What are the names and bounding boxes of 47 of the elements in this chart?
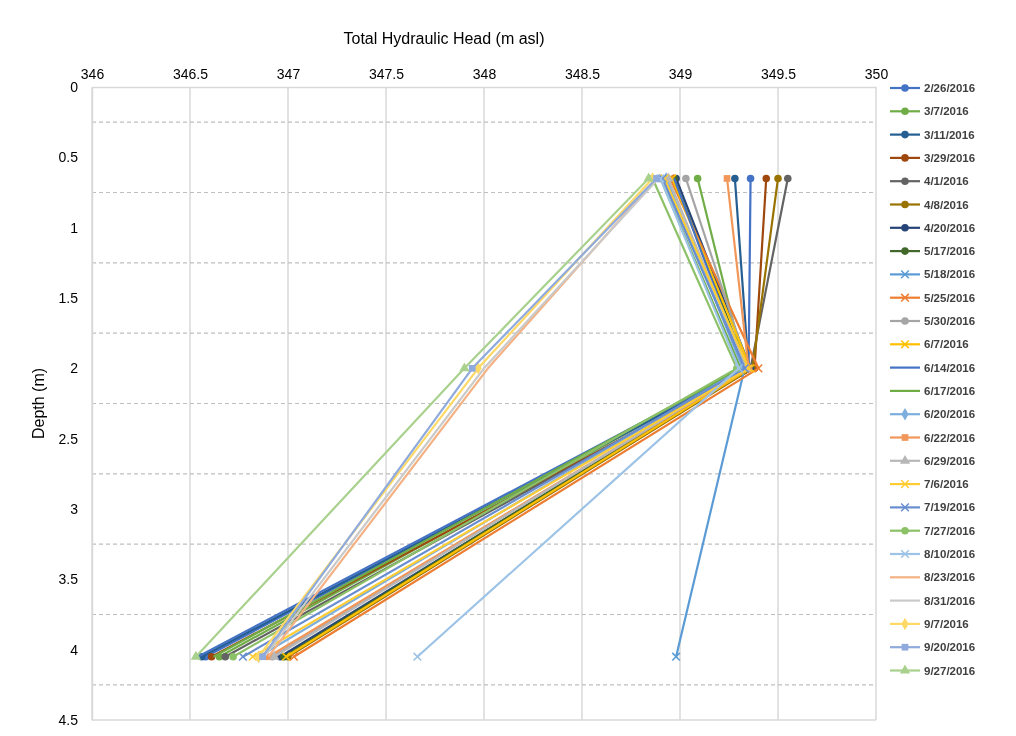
y-tick-label: 3 <box>70 500 79 517</box>
legend-label: 7/6/2016 <box>924 478 969 491</box>
x-tick-label: 347 <box>276 66 301 82</box>
y-tick-label: 0 <box>70 78 79 95</box>
legend-label: 7/27/2016 <box>924 524 976 537</box>
legend-label: 8/31/2016 <box>924 594 976 607</box>
x-tick-label: 348 <box>472 66 497 82</box>
y-tick-label: 0.5 <box>58 149 79 166</box>
legend-label: 8/23/2016 <box>924 571 976 584</box>
x-tick-label: 350 <box>864 66 889 82</box>
legend-label: 4/8/2016 <box>924 198 969 211</box>
legend-label: 5/17/2016 <box>924 245 976 258</box>
y-tick-label: 1 <box>70 219 79 236</box>
legend-label: 5/25/2016 <box>924 291 976 304</box>
y-tick-label: 1.5 <box>58 289 79 306</box>
x-tick-label: 347.5 <box>368 66 405 82</box>
x-tick-label: 346 <box>80 66 105 82</box>
legend-label: 6/20/2016 <box>924 408 976 421</box>
x-axis-title: Total Hydraulic Head (m asl) <box>343 30 545 47</box>
y-axis-title: Depth (m) <box>30 367 47 440</box>
legend-label: 3/11/2016 <box>924 128 975 141</box>
x-tick-label: 349 <box>668 66 693 82</box>
legend-label: 3/7/2016 <box>924 105 969 118</box>
legend-label: 5/30/2016 <box>924 315 976 327</box>
legend-label: 7/19/2016 <box>924 501 976 514</box>
legend-label: 6/29/2016 <box>924 454 976 467</box>
x-tick-label: 348.5 <box>564 66 601 82</box>
legend-label: 4/1/2016 <box>924 175 969 188</box>
legend-label: 6/17/2016 <box>924 384 976 397</box>
legend-label: 9/20/2016 <box>924 641 976 654</box>
y-tick-label: 4 <box>70 641 79 658</box>
legend-label: 6/22/2016 <box>924 431 976 444</box>
y-tick-label: 2 <box>70 360 79 377</box>
x-tick-label: 349.5 <box>760 66 797 82</box>
legend-label: 9/7/2016 <box>924 617 969 630</box>
legend-label: 3/29/2016 <box>924 151 976 164</box>
legend-label: 8/10/2016 <box>924 548 976 560</box>
y-tick-label: 2.5 <box>58 430 79 447</box>
legend-label: 4/20/2016 <box>924 221 976 234</box>
x-tick-label: 346.5 <box>172 66 209 82</box>
legend-label: 9/27/2016 <box>924 664 976 677</box>
y-tick-label: 3.5 <box>58 571 79 588</box>
legend-label: 2/26/2016 <box>924 82 976 94</box>
legend-label: 6/7/2016 <box>924 338 969 351</box>
y-tick-label: 4.5 <box>58 711 79 728</box>
legend-label: 5/18/2016 <box>924 268 976 281</box>
legend-label: 6/14/2016 <box>924 361 976 374</box>
